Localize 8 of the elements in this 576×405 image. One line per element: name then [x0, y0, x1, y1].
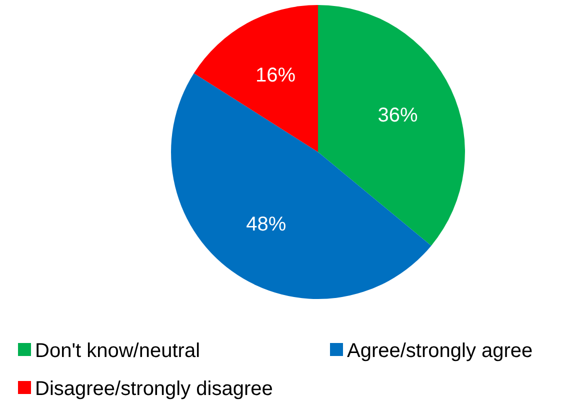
data-label: 36%: [378, 104, 418, 126]
pie-slice: [194, 5, 318, 152]
pie-slice: [318, 5, 465, 246]
legend-label: Don't know/neutral: [35, 340, 200, 362]
legend-label: Agree/strongly agree: [347, 340, 533, 362]
data-label: 16%: [255, 64, 296, 87]
data-label: 48%: [246, 213, 286, 236]
legend-label: Disagree/strongly disagree: [35, 378, 273, 400]
